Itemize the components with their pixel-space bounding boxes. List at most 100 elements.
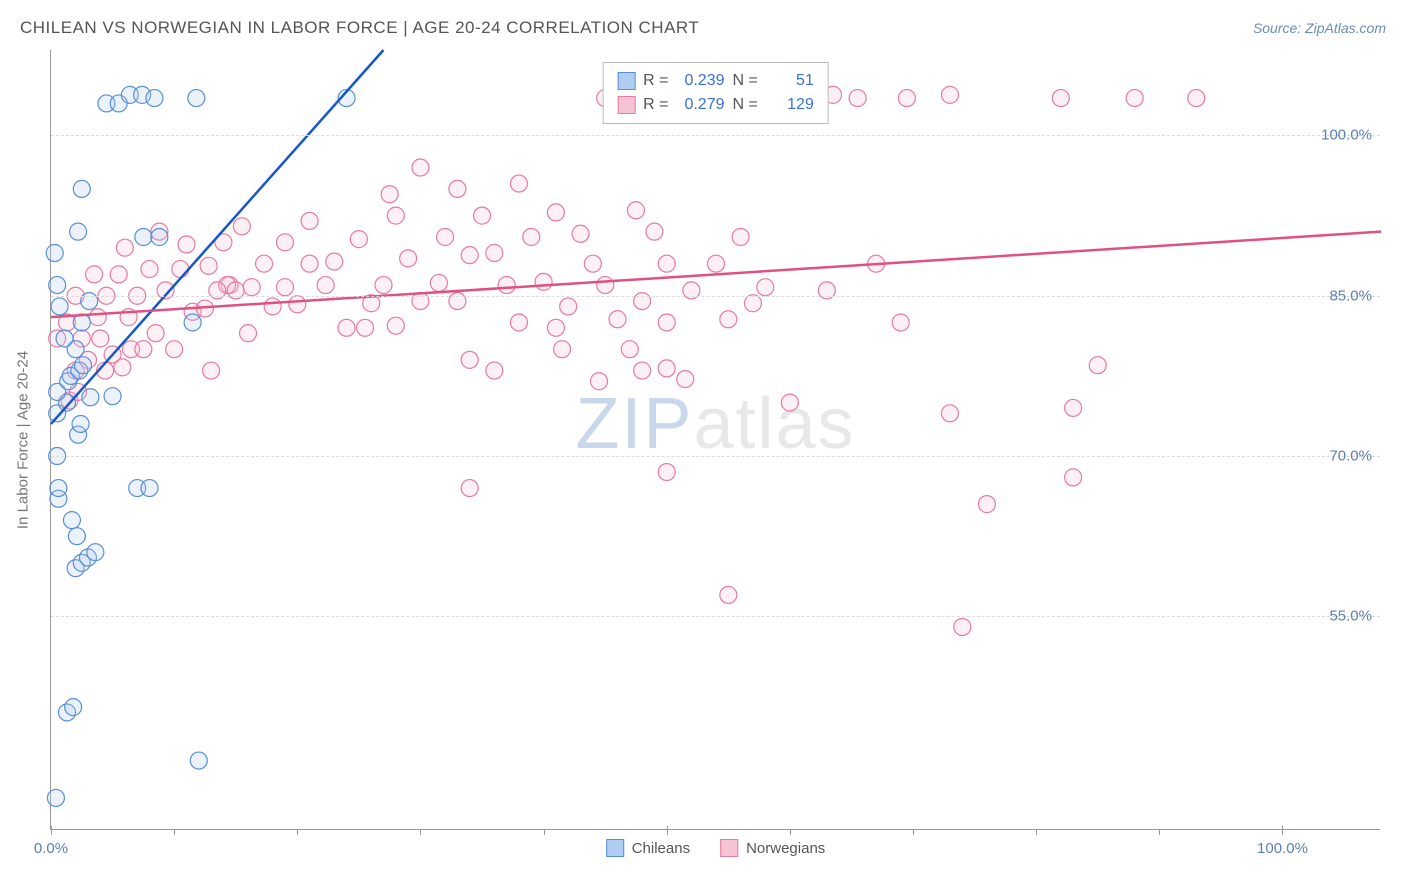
x-tick <box>790 829 791 835</box>
x-tick <box>1036 829 1037 835</box>
data-point <box>941 405 958 422</box>
data-point <box>172 261 189 278</box>
data-point <box>510 314 527 331</box>
data-point <box>92 330 109 347</box>
correlation-legend: R = 0.239 N = 51 R = 0.279 N = 129 <box>602 62 829 124</box>
y-tick-label: 100.0% <box>1321 127 1372 144</box>
bottom-legend-chileans-label: Chileans <box>632 840 690 857</box>
data-point <box>1126 90 1143 107</box>
data-point <box>141 480 158 497</box>
data-point <box>486 362 503 379</box>
legend-R-norwegians: 0.279 <box>677 93 725 117</box>
legend-R-label-2: R = <box>643 93 668 117</box>
data-point <box>658 464 675 481</box>
data-point <box>289 296 306 313</box>
swatch-norwegians-bottom <box>720 839 738 857</box>
data-point <box>141 261 158 278</box>
data-point <box>387 207 404 224</box>
data-point <box>621 341 638 358</box>
data-point <box>646 223 663 240</box>
y-axis-label: In Labor Force | Age 20-24 <box>15 350 32 528</box>
data-point <box>849 90 866 107</box>
data-point <box>375 277 392 294</box>
x-tick <box>667 826 668 835</box>
data-point <box>276 234 293 251</box>
data-point <box>437 228 454 245</box>
data-point <box>1065 399 1082 416</box>
legend-R-chileans: 0.239 <box>677 69 725 93</box>
data-point <box>276 279 293 296</box>
data-point <box>68 528 85 545</box>
data-point <box>47 789 64 806</box>
data-point <box>350 231 367 248</box>
data-point <box>461 247 478 264</box>
data-point <box>708 255 725 272</box>
data-point <box>110 266 127 283</box>
legend-row-norwegians: R = 0.279 N = 129 <box>617 93 814 117</box>
data-point <box>116 239 133 256</box>
data-point <box>941 86 958 103</box>
data-point <box>147 325 164 342</box>
data-point <box>203 362 220 379</box>
data-point <box>1052 90 1069 107</box>
data-point <box>86 266 103 283</box>
data-point <box>412 159 429 176</box>
data-point <box>46 245 63 262</box>
legend-N-chileans: 51 <box>766 69 814 93</box>
data-point <box>72 415 89 432</box>
data-point <box>146 90 163 107</box>
data-point <box>65 699 82 716</box>
data-point <box>104 388 121 405</box>
data-point <box>89 309 106 326</box>
data-point <box>338 319 355 336</box>
bottom-legend-chileans: Chileans <box>606 839 690 857</box>
data-point <box>591 373 608 390</box>
grid-line <box>51 616 1380 617</box>
data-point <box>256 255 273 272</box>
data-point <box>166 341 183 358</box>
data-point <box>188 90 205 107</box>
swatch-chileans <box>617 72 635 90</box>
data-point <box>82 389 99 406</box>
bottom-legend-norwegians: Norwegians <box>720 839 825 857</box>
data-point <box>523 228 540 245</box>
data-point <box>627 202 644 219</box>
chart-title: CHILEAN VS NORWEGIAN IN LABOR FORCE | AG… <box>20 18 699 38</box>
data-point <box>535 273 552 290</box>
data-point <box>135 228 152 245</box>
data-point <box>151 228 168 245</box>
data-point <box>609 311 626 328</box>
data-point <box>461 480 478 497</box>
data-point <box>597 277 614 294</box>
x-tick <box>420 829 421 835</box>
data-point <box>70 223 87 240</box>
data-point <box>1188 90 1205 107</box>
data-point <box>381 186 398 203</box>
data-point <box>449 180 466 197</box>
data-point <box>781 394 798 411</box>
source-link[interactable]: Source: ZipAtlas.com <box>1253 20 1386 36</box>
chart-svg <box>51 50 1380 829</box>
grid-line <box>51 456 1380 457</box>
data-point <box>461 351 478 368</box>
swatch-norwegians <box>617 96 635 114</box>
data-point <box>744 295 761 312</box>
y-tick-label: 70.0% <box>1329 448 1372 465</box>
data-point <box>554 341 571 358</box>
legend-R-label: R = <box>643 69 668 93</box>
grid-line <box>51 296 1380 297</box>
data-point <box>720 311 737 328</box>
data-point <box>584 255 601 272</box>
data-point <box>49 277 66 294</box>
data-point <box>978 496 995 513</box>
x-tick <box>544 829 545 835</box>
data-point <box>240 325 257 342</box>
data-point <box>658 255 675 272</box>
data-point <box>233 218 250 235</box>
data-point <box>326 253 343 270</box>
data-point <box>135 341 152 358</box>
data-point <box>63 512 80 529</box>
data-point <box>486 245 503 262</box>
title-bar: CHILEAN VS NORWEGIAN IN LABOR FORCE | AG… <box>20 18 1386 38</box>
data-point <box>677 371 694 388</box>
